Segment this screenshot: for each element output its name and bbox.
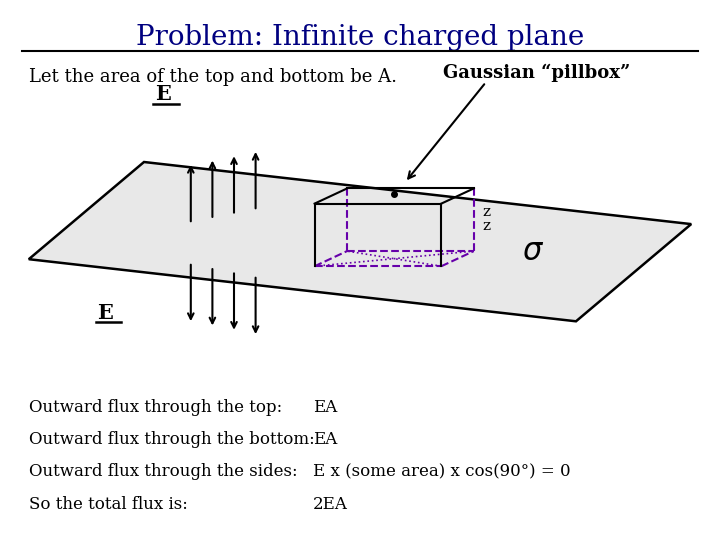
Text: 2EA: 2EA	[313, 496, 348, 512]
Text: E: E	[97, 303, 113, 323]
Text: Problem: Infinite charged plane: Problem: Infinite charged plane	[136, 24, 584, 51]
Polygon shape	[29, 162, 691, 321]
Text: E: E	[155, 84, 171, 105]
Text: So the total flux is:: So the total flux is:	[29, 496, 251, 512]
Text: Outward flux through the sides:: Outward flux through the sides:	[29, 463, 308, 480]
Text: Gaussian “pillbox”: Gaussian “pillbox”	[443, 64, 630, 82]
Text: EA: EA	[313, 431, 338, 448]
Text: z: z	[482, 219, 490, 233]
Text: Outward flux through the top:: Outward flux through the top:	[29, 399, 303, 415]
Text: Outward flux through the bottom:: Outward flux through the bottom:	[29, 431, 320, 448]
Text: Let the area of the top and bottom be A.: Let the area of the top and bottom be A.	[29, 68, 397, 85]
Text: z: z	[482, 205, 490, 219]
Text: EA: EA	[313, 399, 338, 415]
Text: E x (some area) x cos(90°) = 0: E x (some area) x cos(90°) = 0	[313, 463, 571, 480]
Text: $\sigma$: $\sigma$	[522, 235, 544, 267]
